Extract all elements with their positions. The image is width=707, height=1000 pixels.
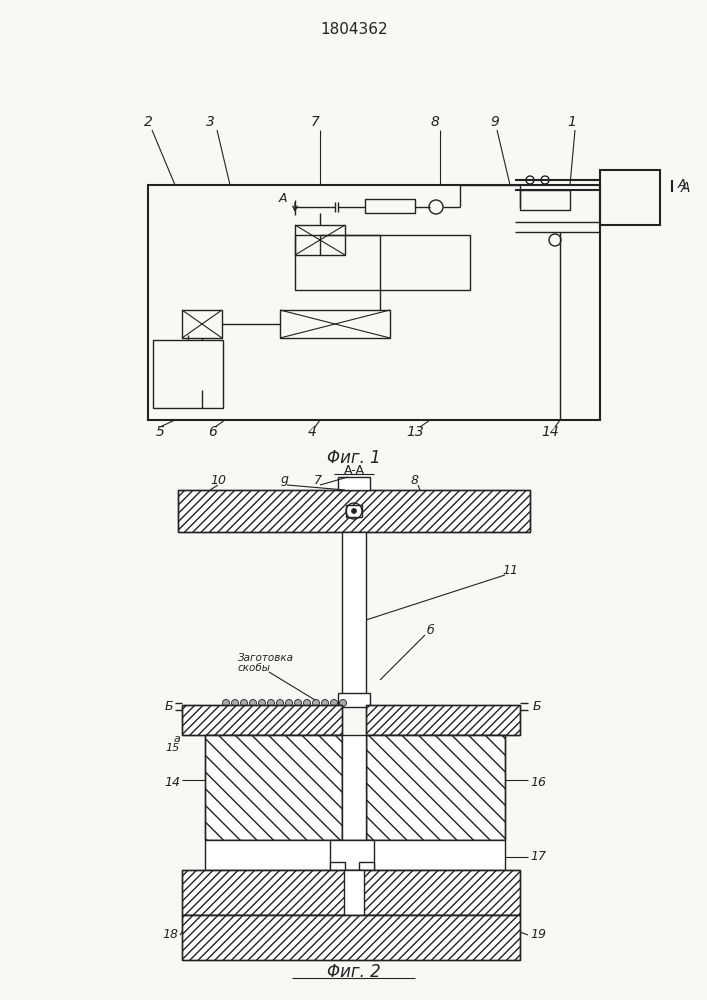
Bar [366,705,520,735]
Bar [359,862,374,870]
Circle shape [303,700,310,706]
Bar [600,170,660,225]
Text: 13: 13 [406,425,424,439]
Circle shape [240,700,247,706]
Bar [182,915,520,960]
Text: 8: 8 [411,474,419,487]
Circle shape [322,700,329,706]
Bar [338,693,370,707]
Bar [366,705,520,735]
Bar [520,190,570,210]
Text: 6: 6 [209,425,218,439]
Bar [178,490,530,532]
Text: 16: 16 [530,776,546,788]
Text: 14: 14 [541,425,559,439]
Text: Φиг. 2: Φиг. 2 [327,963,381,981]
Circle shape [259,700,266,706]
Bar [338,477,370,490]
Bar [365,199,415,213]
Circle shape [351,508,356,514]
Text: 7: 7 [314,474,322,487]
Text: g: g [281,474,289,487]
Text: скобы: скобы [238,663,271,673]
Circle shape [223,700,230,706]
Bar [148,185,600,420]
Text: Заготовка: Заготовка [238,653,294,663]
Text: 4: 4 [308,425,317,439]
Text: A: A [680,181,690,195]
Bar [295,235,470,290]
Bar [182,870,520,915]
Bar [295,225,345,255]
Text: A-A: A-A [344,464,365,477]
Text: 14: 14 [164,776,180,788]
Bar [342,735,366,840]
Text: 19: 19 [530,928,546,942]
Circle shape [541,176,549,184]
Text: 8: 8 [431,115,440,129]
Circle shape [231,700,238,706]
Circle shape [339,700,346,706]
Bar [178,490,530,532]
Circle shape [312,700,320,706]
Bar [366,735,505,840]
Text: 2: 2 [144,115,153,129]
Bar [182,705,342,735]
Bar [330,840,374,870]
Circle shape [526,176,534,184]
Bar [182,705,342,735]
Text: б: б [426,624,434,637]
Bar [153,340,223,408]
Bar [205,735,342,840]
Bar [342,532,366,695]
Text: 11: 11 [502,564,518,576]
Bar [280,310,390,338]
Text: 18: 18 [162,928,178,942]
Bar [344,870,364,915]
Text: 7: 7 [310,115,320,129]
Bar [330,862,345,870]
Bar [182,310,222,338]
Text: 17: 17 [530,850,546,863]
Circle shape [286,700,293,706]
Bar [182,915,520,960]
Bar [182,870,520,915]
Bar [205,735,342,840]
Text: а: а [173,734,180,744]
Bar [205,840,505,870]
Text: 9: 9 [491,115,499,129]
Text: Б: Б [164,700,173,714]
Bar [366,735,505,840]
Circle shape [267,700,274,706]
Text: 1804362: 1804362 [320,22,388,37]
Text: 1: 1 [568,115,576,129]
Circle shape [250,700,257,706]
Circle shape [330,700,337,706]
Circle shape [295,700,301,706]
Text: 5: 5 [156,425,165,439]
Text: 10: 10 [210,474,226,487]
Text: 3: 3 [206,115,214,129]
Text: Б: Б [533,700,542,714]
Circle shape [276,700,284,706]
Text: 15: 15 [165,743,180,753]
Text: A: A [678,178,686,192]
Bar [346,505,362,517]
Text: Φиг. 1: Φиг. 1 [327,449,381,467]
Text: A: A [279,192,287,205]
